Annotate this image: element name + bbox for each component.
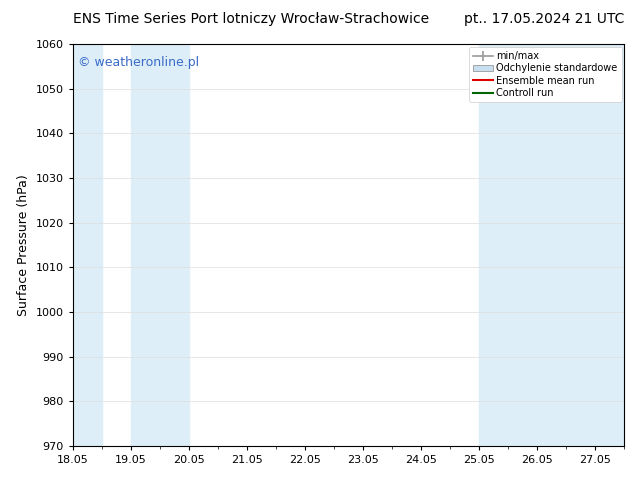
- Bar: [595, 44, 624, 446]
- Text: © weatheronline.pl: © weatheronline.pl: [79, 56, 200, 69]
- Legend: min/max, Odchylenie standardowe, Ensemble mean run, Controll run: min/max, Odchylenie standardowe, Ensembl…: [469, 47, 621, 102]
- Bar: [73, 44, 102, 446]
- Text: pt.. 17.05.2024 21 UTC: pt.. 17.05.2024 21 UTC: [464, 12, 624, 26]
- Bar: [508, 44, 595, 446]
- Y-axis label: Surface Pressure (hPa): Surface Pressure (hPa): [17, 174, 30, 316]
- Text: ENS Time Series Port lotniczy Wrocław-Strachowice: ENS Time Series Port lotniczy Wrocław-St…: [73, 12, 429, 26]
- Bar: [131, 44, 189, 446]
- Bar: [479, 44, 508, 446]
